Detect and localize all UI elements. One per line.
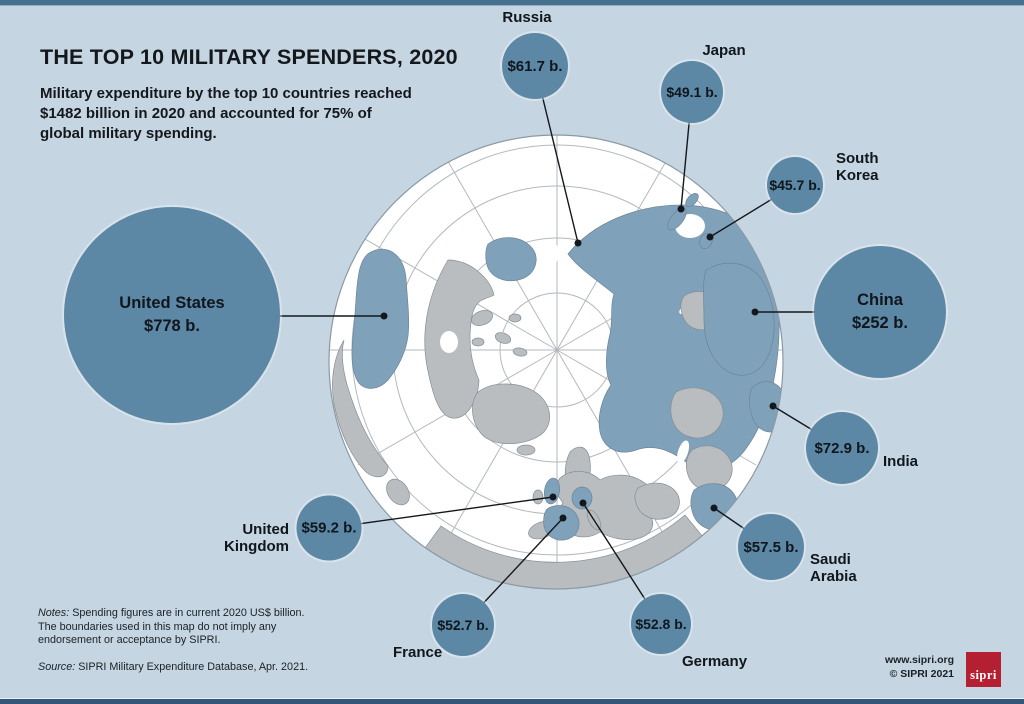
subtitle-line: Military expenditure by the top 10 count… [40,85,412,102]
sipri-logo-text: sipri [970,668,997,682]
land-central-america [386,478,410,506]
globe-rim [328,134,784,590]
map-dot-japan [677,205,685,213]
notes-label: Notes: [38,607,70,619]
land-germany [571,486,593,510]
bubble-russia: $61.7 b. [502,33,568,99]
landmass-central-asia [634,291,733,520]
land-arctic-islands [471,310,493,326]
land-mexico [332,339,389,478]
subtitle-line: $1482 billion in 2020 and accounted for … [40,105,372,122]
bubble-country-label: United States [119,294,225,312]
source: Source: SIPRI Military Expenditure Datab… [38,661,308,673]
label-saudi-arabia: Saudi Arabia [810,551,857,585]
label-france: France [393,644,443,661]
land-kazakhstan [670,387,724,439]
map-dot-saudi-arabia [710,504,718,512]
bubble-china: China $252 b. [814,246,946,378]
map-dot-united-states [380,312,388,320]
label-japan: Japan [702,42,746,59]
land-greenland [472,383,551,444]
bubble-value-label: $72.9 b. [814,439,870,457]
land-canada [424,259,495,419]
map-dot-india [769,402,777,410]
map-dots [380,205,777,522]
bubble-value-label: $45.7 b. [769,177,821,193]
source-text: SIPRI Military Expenditure Database, Apr… [78,661,309,673]
land-france [543,505,580,541]
frame-bar-top [0,0,1024,6]
notes-line: endorsement or acceptance by SIPRI. [38,634,221,646]
bubble-country-label: China [857,291,903,309]
bubble-value-label: $49.1 b. [666,84,718,100]
bubble-value-label: $61.7 b. [507,57,563,75]
bubble-france: $52.7 b. [432,594,494,656]
bubble-south-korea: $45.7 b. [767,157,823,213]
bubble-united-states: United States $778 b. [64,207,280,423]
label-south-korea: South Korea [836,150,879,184]
bubble-germany: $52.8 b. [631,594,691,654]
connector-united-kingdom [328,496,554,529]
page-title: THE TOP 10 MILITARY SPENDERS, 2020 [40,45,458,69]
hudson-bay [440,331,458,353]
land-japan [667,207,687,231]
label-russia: Russia [502,9,552,26]
sipri-website: www.sipri.org [884,654,954,666]
land-united-states [351,248,410,389]
bubble-value-label: $57.5 b. [743,538,799,556]
footer-meta: www.sipri.org © SIPRI 2021 [885,653,954,681]
land-alaska [485,237,537,282]
bubble-japan: $49.1 b. [661,61,723,123]
subtitle-line: global military spending. [40,125,217,142]
label-united-kingdom: United Kingdom [224,521,289,555]
notes-line: The boundaries used in this map do not i… [38,620,277,633]
map-dot-france [559,514,567,522]
bubble-united-kingdom: $59.2 b. [296,495,362,561]
sipri-logo: sipri [966,652,1001,687]
map-dot-germany [579,499,587,507]
bubble-value-label: $52.8 b. [635,616,687,632]
page-subtitle: Military expenditure by the top 10 count… [40,84,412,144]
land-ireland [532,489,544,505]
sipri-copyright: © SIPRI 2021 [889,668,954,680]
source-label: Source: [38,661,76,673]
map-dot-china [751,308,759,316]
map-dot-south-korea [706,233,714,241]
bering-strait [543,243,559,271]
bubble-india: $72.9 b. [806,412,878,484]
bubble-value-label: $59.2 b. [301,519,357,537]
label-india: India [883,453,919,470]
bubble-saudi-arabia: $57.5 b. [738,514,804,580]
notes-line: Spending figures are in current 2020 US$… [72,607,305,619]
bubble-value-label: $252 b. [852,314,908,332]
frame-bar-bottom [0,698,1024,704]
land-turkey [634,482,680,520]
bubble-value-label: $52.7 b. [437,617,489,633]
notes: Notes: Spending figures are in current 2… [38,607,305,648]
land-iceland [516,444,536,456]
map-dot-russia [574,239,582,247]
caspian-sea [676,440,690,464]
land-china [703,262,775,376]
label-germany: Germany [682,653,748,670]
bubble-value-label: $778 b. [144,317,200,335]
map-dot-united-kingdom [549,493,557,501]
